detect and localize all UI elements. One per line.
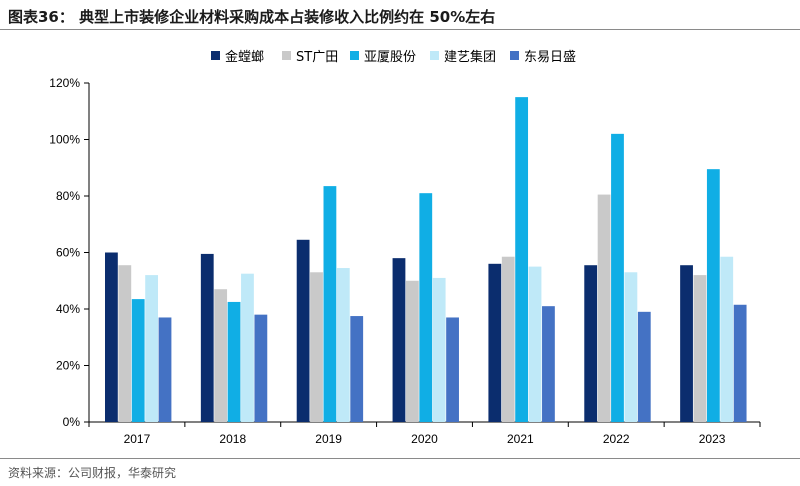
x-tick-label: 2022	[603, 432, 630, 446]
bar-2023-4	[733, 304, 747, 422]
legend-label: 东易日盛	[524, 50, 577, 65]
legend-item: 亚厦股份	[350, 46, 416, 65]
x-tick-label: 2017	[124, 432, 151, 446]
legend-swatch	[350, 51, 359, 60]
bar-2021-0	[488, 263, 502, 422]
legend-swatch	[510, 51, 519, 60]
bar-2022-3	[624, 272, 638, 422]
bar-2020-3	[432, 277, 446, 422]
title-bar: 图表36： 典型上市装修企业材料采购成本占装修收入比例约在 50%左右	[0, 0, 800, 30]
x-tick-label: 2019	[315, 432, 342, 446]
y-tick-label: 80%	[56, 189, 80, 203]
bar-2018-4	[254, 314, 268, 422]
bar-2017-0	[105, 252, 118, 422]
bar-2022-0	[584, 265, 598, 422]
legend-item: 建艺集团	[430, 46, 496, 65]
bar-2017-1	[118, 265, 132, 422]
x-tick-label: 2020	[411, 432, 438, 446]
legend-label: 亚厦股份	[364, 50, 417, 65]
bar-2018-0	[200, 253, 214, 422]
bar-2018-1	[214, 289, 228, 422]
bar-2021-3	[528, 266, 542, 422]
bar-2023-3	[720, 256, 734, 422]
legend-label: 金螳螂	[225, 50, 265, 65]
bar-2017-2	[131, 299, 145, 422]
legend-label: 建艺集团	[444, 50, 497, 65]
legend-swatch	[282, 51, 291, 60]
source-note: 资料来源：公司财报，华泰研究	[8, 466, 177, 480]
legend-swatch	[211, 51, 220, 60]
bar-2023-1	[693, 275, 707, 422]
legend-item: 金螳螂	[211, 46, 264, 65]
y-tick-label: 20%	[56, 359, 80, 373]
bar-2020-1	[405, 280, 419, 422]
bar-2017-3	[145, 275, 158, 422]
x-tick-label: 2023	[699, 432, 726, 446]
y-tick-label: 0%	[63, 415, 81, 429]
y-tick-label: 100%	[49, 133, 80, 147]
y-tick-label: 60%	[56, 246, 80, 260]
legend-item: 东易日盛	[510, 46, 576, 65]
bar-2022-1	[597, 194, 611, 422]
x-tick-label: 2021	[507, 432, 534, 446]
bar-2020-0	[392, 258, 406, 422]
bar-2021-4	[542, 306, 555, 422]
bar-2023-2	[706, 169, 720, 422]
y-tick-label: 120%	[49, 76, 80, 90]
bar-2022-4	[637, 311, 651, 422]
bar-2019-2	[323, 186, 337, 422]
bar-2018-2	[227, 301, 241, 422]
legend-swatch	[430, 51, 439, 60]
bar-2020-2	[419, 193, 433, 422]
y-tick-label: 40%	[56, 302, 80, 316]
bar-2019-3	[336, 268, 350, 422]
legend-label: ST广田	[296, 50, 339, 65]
legend-item: ST广田	[282, 46, 338, 65]
bar-2021-2	[515, 97, 529, 422]
bar-2019-1	[310, 272, 323, 422]
bar-2023-0	[680, 265, 693, 422]
footer-divider	[0, 458, 800, 459]
bar-2021-1	[501, 256, 515, 422]
bar-2019-4	[350, 316, 364, 422]
bar-2018-3	[241, 273, 254, 422]
bar-2017-4	[158, 317, 172, 422]
chart-title: 图表36： 典型上市装修企业材料采购成本占装修收入比例约在 50%左右	[8, 8, 496, 26]
bar-2019-0	[296, 239, 310, 422]
bar-2020-4	[446, 317, 459, 422]
x-tick-label: 2018	[219, 432, 246, 446]
bar-2022-2	[611, 133, 624, 422]
legend: 金螳螂 ST广田 亚厦股份 建艺集团 东易日盛	[0, 46, 800, 65]
